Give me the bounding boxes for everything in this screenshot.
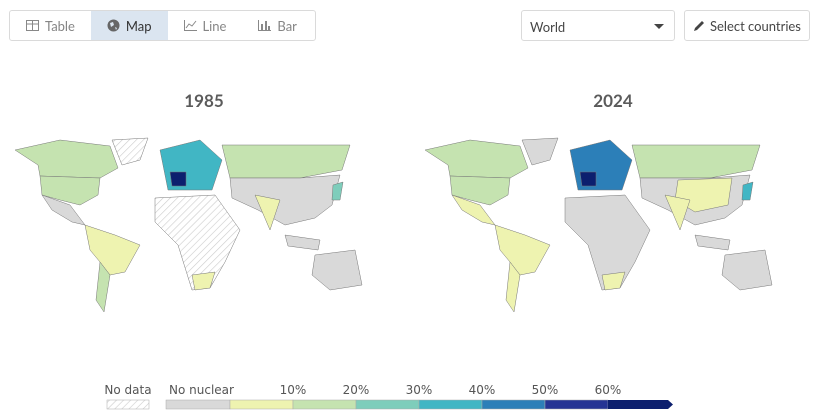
tab[interactable]: Line — [168, 11, 243, 40]
caret — [654, 24, 664, 29]
legend-swatch — [292, 399, 357, 410]
icon — [183, 20, 197, 31]
legend-tick: 50% — [532, 383, 559, 397]
map-title: 2024 — [593, 90, 633, 111]
tab[interactable]: Table — [10, 11, 91, 40]
icon — [26, 20, 39, 31]
legend-swatch — [355, 399, 420, 410]
legend-label: No nuclear — [169, 383, 234, 397]
tab-label: Bar — [277, 17, 297, 34]
icon — [258, 20, 272, 31]
tab-label: Table — [45, 17, 75, 34]
legend: No data No nuclear 10% 20% 30% 40% 50% 6… — [104, 383, 673, 410]
map-1985 — [14, 137, 363, 313]
map-2024 — [424, 137, 773, 313]
tab-label: Line — [202, 17, 227, 34]
tab-label: Map — [125, 17, 152, 34]
select-value: World — [530, 19, 566, 35]
icon — [107, 19, 120, 32]
tab-bar: Table Map Line Bar — [9, 10, 316, 41]
icon — [694, 20, 705, 31]
region-select[interactable]: World — [521, 10, 675, 41]
legend-swatch — [544, 399, 609, 410]
legend-swatch — [165, 399, 231, 410]
tab[interactable]: Bar — [242, 11, 313, 40]
legend-swatch — [481, 399, 546, 410]
map-title: 1985 — [184, 90, 224, 111]
button-label: Select countries — [710, 17, 801, 34]
legend-tick: 10% — [280, 383, 307, 397]
legend-tick: 40% — [469, 383, 496, 397]
legend-tick: 60% — [595, 383, 622, 397]
legend-swatch — [418, 399, 483, 410]
legend-label: No data — [104, 383, 151, 397]
legend-swatch — [608, 400, 673, 409]
legend-swatch — [106, 399, 150, 410]
legend-tick: 30% — [406, 383, 433, 397]
legend-swatch — [229, 399, 294, 410]
select-countries-button[interactable]: Select countries — [684, 10, 810, 41]
legend-tick: 20% — [343, 383, 370, 397]
tab[interactable]: Map — [90, 11, 168, 40]
